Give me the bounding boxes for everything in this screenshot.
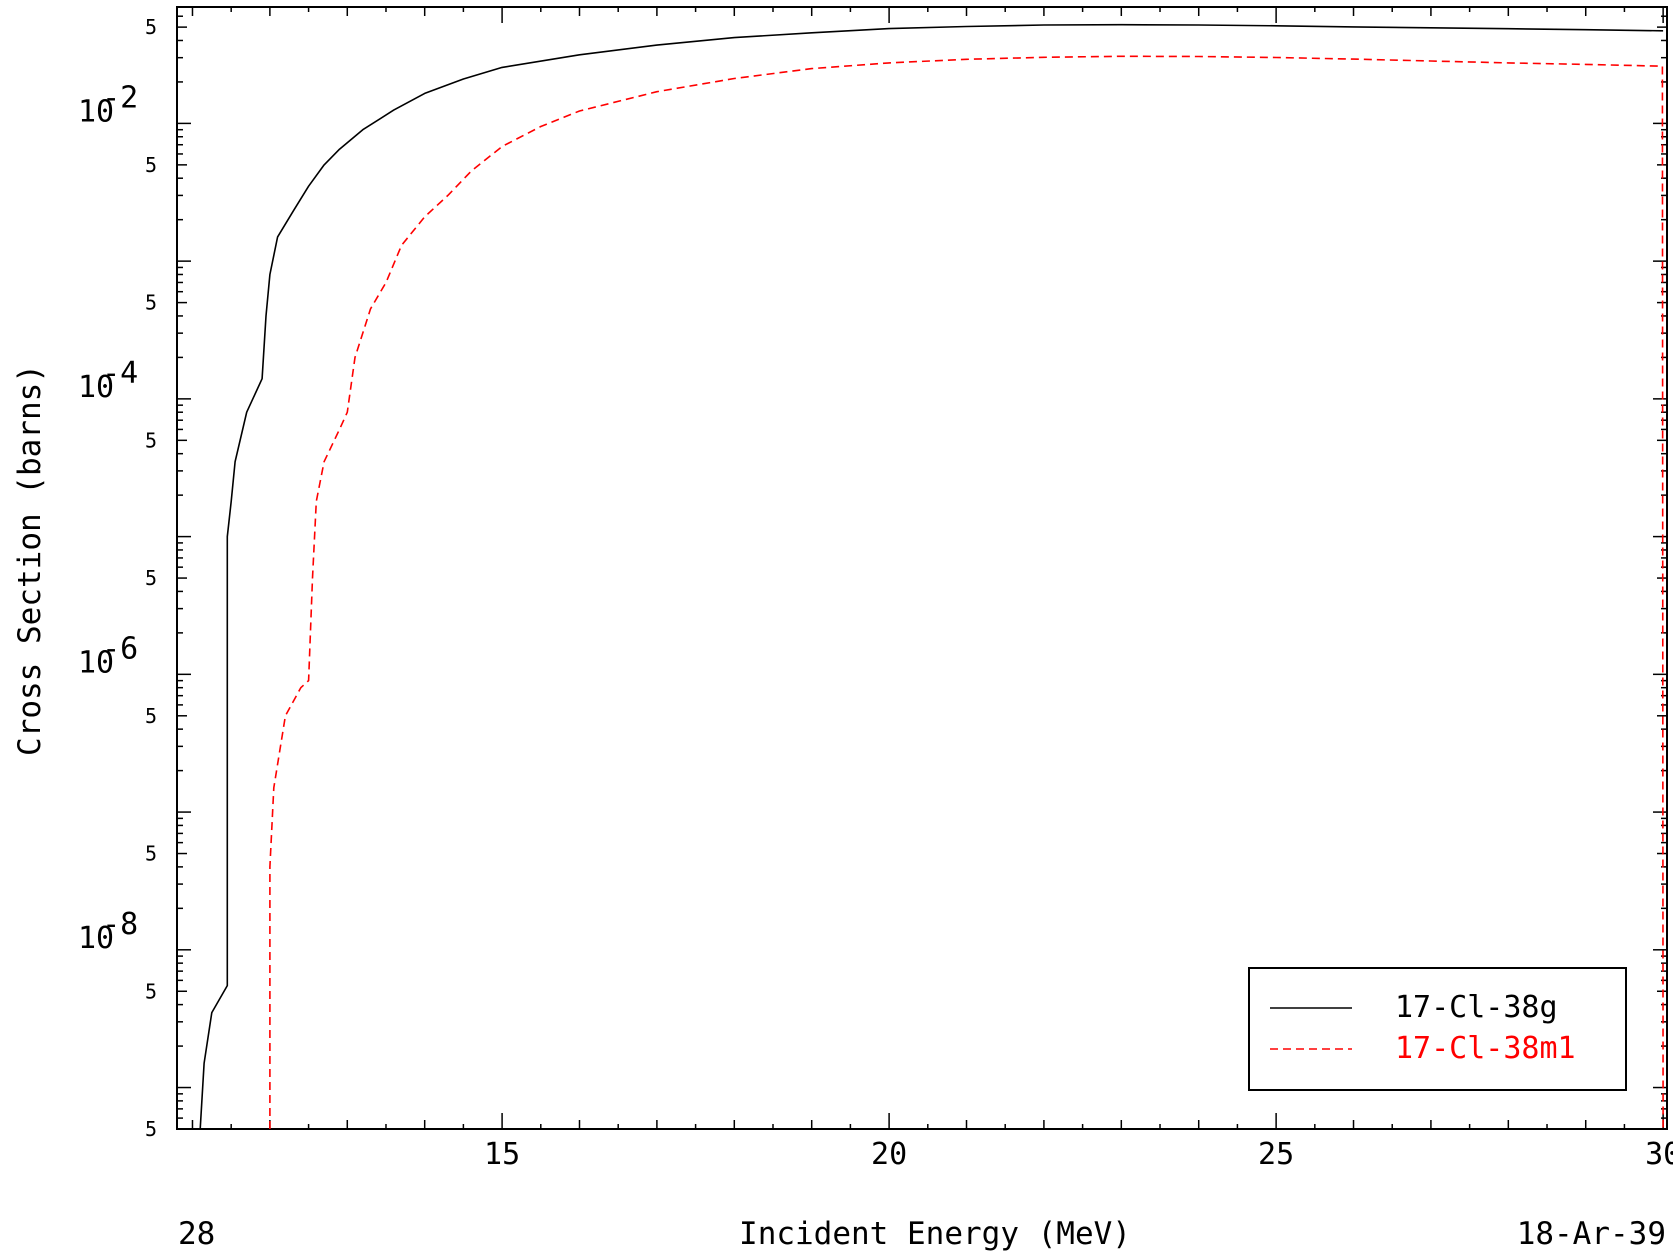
- x-axis-title: Incident Energy (MeV): [739, 1216, 1131, 1252]
- footer-left-label: 28: [178, 1216, 215, 1252]
- y-five-label: 5: [145, 291, 157, 315]
- y-five-label: 5: [145, 15, 157, 39]
- series-group: [199, 23, 1664, 1129]
- series-line-cl38g: [199, 23, 1664, 1129]
- y-five-label: 5: [145, 842, 157, 866]
- legend: 17-Cl-38g 17-Cl-38m1: [1248, 967, 1627, 1091]
- legend-label-cl38g: 17-Cl-38g: [1395, 990, 1558, 1025]
- y-five-label: 5: [145, 428, 157, 452]
- y-decade-label: 10-4: [78, 356, 138, 405]
- y-five-label: 5: [145, 704, 157, 728]
- x-tick-label: 30: [1645, 1137, 1673, 1172]
- x-tick-label: 20: [871, 1137, 907, 1172]
- legend-label-cl38m1: 17-Cl-38m1: [1395, 1031, 1576, 1066]
- y-five-label: 5: [145, 979, 157, 1003]
- axis-ticks: [177, 6, 1667, 1130]
- y-decade-label: 10-2: [78, 80, 138, 129]
- footer-right-label: 18-Ar-39: [1517, 1216, 1666, 1252]
- x-tick-label: 25: [1258, 1137, 1294, 1172]
- y-axis-title: Cross Section (barns): [12, 364, 48, 756]
- y-decade-label: 10-8: [78, 907, 138, 956]
- legend-box: [1248, 967, 1627, 1091]
- plot-frame: [176, 6, 1668, 1130]
- y-five-label: 5: [145, 1117, 157, 1141]
- axis-tick-labels: 15 20 25 30 10-2 10-4 10-6 10-8 5 5 5 5 5 5 5 5 5: [78, 15, 1673, 1172]
- y-five-label: 5: [145, 153, 157, 177]
- y-five-label: 5: [145, 566, 157, 590]
- x-tick-label: 15: [484, 1137, 520, 1172]
- y-decade-label: 10-6: [78, 631, 138, 680]
- series-line-cl38m1: [269, 55, 1664, 1129]
